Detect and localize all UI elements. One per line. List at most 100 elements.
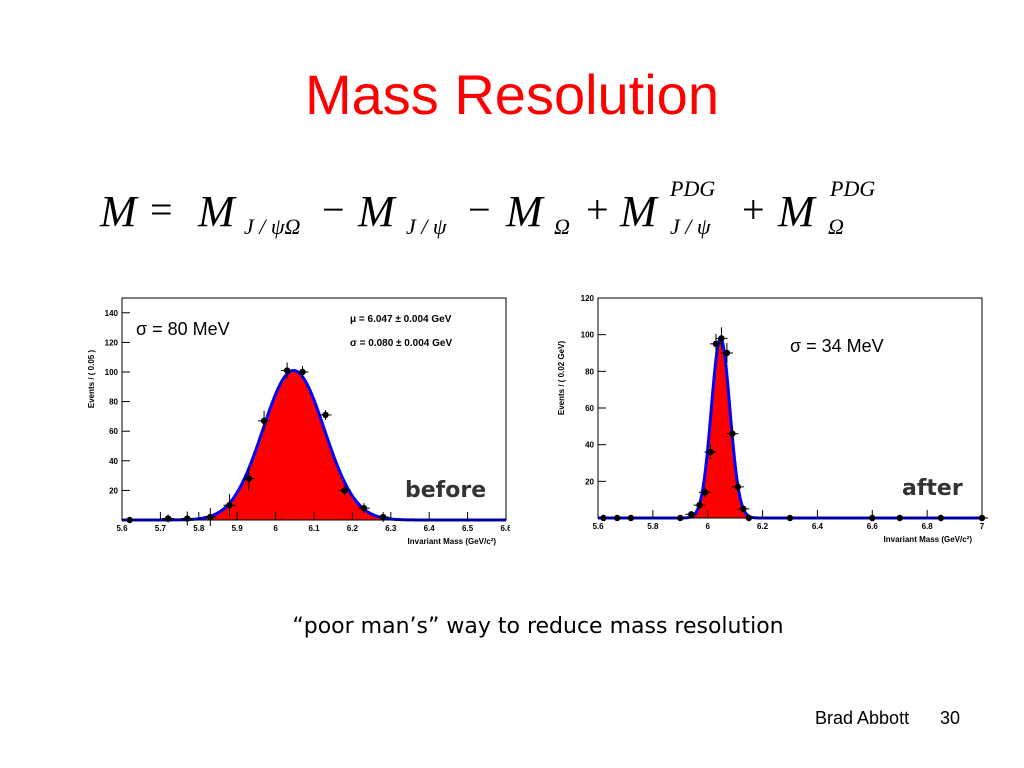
y-tick-label: 100 [581, 331, 595, 340]
before-mass-plot: 5.6 5.7 5.8 5.9 6 6.1 6.2 6.3 6.4 6.5 6.6 20 40 60 80 1… [87, 297, 510, 546]
x-tick-label: 5.6 [592, 522, 604, 531]
y-tick-label: 80 [585, 367, 594, 376]
y-tick-label: 120 [581, 294, 595, 303]
x-tick-label: 5.9 [232, 524, 244, 533]
x-tick-label: 6.3 [385, 524, 397, 533]
data-point [734, 483, 742, 491]
x-tick-label: 6.6 [500, 524, 510, 533]
eq-mass-symbol: M [100, 187, 137, 236]
y-tick-label: 20 [585, 477, 594, 486]
x-tick-label: 5.7 [155, 524, 167, 533]
eq-superscript-pdg: PDG [830, 176, 876, 201]
eq-subscript-omega: Ω [828, 214, 844, 239]
data-point [688, 511, 695, 518]
data-point [718, 335, 725, 342]
data-point [745, 514, 753, 522]
eq-superscript-pdg: PDG [670, 176, 716, 201]
data-point [677, 514, 684, 522]
eq-mass-symbol: M [620, 187, 657, 236]
x-tick-label: 6.4 [424, 524, 436, 533]
data-point [701, 489, 709, 496]
data-point [786, 514, 794, 522]
x-tick-label: 6.2 [757, 522, 769, 531]
eq-subscript-omega: Ω [554, 214, 570, 239]
data-point [600, 514, 607, 522]
y-axis-title: Events / ( 0.02 GeV) [557, 341, 566, 416]
eq-subscript-jpsi-omega: J / ψΩ [244, 214, 301, 239]
data-point [614, 514, 621, 522]
x-tick-label: 6.1 [308, 524, 320, 533]
x-tick-label: 6 [705, 522, 710, 531]
eq-mass-symbol: M [506, 187, 543, 236]
x-axis-title: Invariant Mass (GeV/c²) [884, 535, 973, 544]
fit-fill-area [122, 370, 506, 520]
data-point [729, 430, 736, 437]
eq-minus: − [468, 187, 491, 232]
data-point [937, 514, 945, 522]
data-point [712, 340, 720, 348]
x-axis-title: Invariant Mass (GeV/c²) [408, 537, 497, 546]
eq-plus: + [586, 187, 609, 232]
footer-page-number: 30 [940, 708, 961, 728]
data-point [341, 487, 348, 494]
fit-stats-label: σ = 0.080 ± 0.004 GeV [350, 338, 452, 349]
data-point [978, 514, 986, 522]
x-tick-label: 5.6 [116, 524, 128, 533]
y-tick-label: 120 [105, 338, 119, 347]
y-tick-label: 60 [585, 404, 594, 413]
x-tick-label: 6.8 [922, 522, 934, 531]
eq-mass-symbol: M [778, 187, 815, 236]
x-tick-label: 5.8 [647, 522, 659, 531]
data-point [740, 505, 747, 513]
eq-minus: − [322, 187, 345, 232]
mass-equation: M = M J / ψΩ − M J / ψ − M Ω + M PDG J /… [96, 172, 916, 242]
data-point [896, 514, 903, 522]
data-point [379, 513, 387, 521]
slide-caption: “poor man’s” way to reduce mass resoluti… [292, 614, 784, 639]
data-point [707, 448, 714, 456]
data-point [245, 475, 252, 482]
x-tick-label: 6.2 [347, 524, 359, 533]
x-tick-label: 6.5 [462, 524, 474, 533]
data-point [164, 515, 172, 522]
slide-title: Mass Resolution [305, 63, 719, 126]
y-tick-label: 140 [105, 309, 119, 318]
eq-mass-symbol: M [358, 187, 395, 236]
y-tick-label: 40 [109, 457, 118, 466]
data-point [322, 411, 329, 419]
eq-equals: = [150, 187, 173, 232]
x-tick-label: 6 [273, 524, 278, 533]
y-axis-title: Events / ( 0.05 ) [87, 350, 96, 409]
y-tick-label: 80 [109, 398, 118, 407]
x-tick-label: 6.4 [812, 522, 824, 531]
x-tick-label: 5.8 [193, 524, 205, 533]
data-point [184, 515, 191, 522]
data-point [126, 516, 133, 524]
y-tick-label: 100 [105, 368, 119, 377]
y-tick-label: 20 [109, 486, 118, 495]
y-tick-label: 40 [585, 441, 594, 450]
data-point [226, 502, 233, 509]
overlay-label: after [902, 476, 963, 501]
eq-mass-symbol: M [198, 187, 235, 236]
data-point [207, 513, 214, 521]
eq-plus: + [742, 187, 765, 232]
sigma-label: σ = 80 MeV [136, 319, 230, 339]
after-mass-plot: 5.6 5.8 6 6.2 6.4 6.6 6.8 7 20 40 60 80 100 120 Invari… [557, 294, 988, 544]
data-point [260, 417, 268, 425]
data-point [360, 504, 368, 512]
eq-subscript-jpsi: J / ψ [670, 214, 711, 239]
eq-subscript-jpsi: J / ψ [406, 214, 447, 239]
data-point [283, 367, 291, 374]
data-point [696, 501, 703, 509]
overlay-label: before [405, 478, 486, 503]
y-tick-label: 60 [109, 427, 118, 436]
x-tick-label: 6.6 [867, 522, 879, 531]
data-point [723, 349, 731, 357]
data-point [627, 514, 635, 522]
data-point [869, 514, 876, 522]
sigma-label: σ = 34 MeV [790, 336, 884, 356]
data-point [299, 368, 306, 376]
x-tick-label: 7 [980, 522, 985, 531]
footer-author: Brad Abbott [815, 708, 910, 728]
